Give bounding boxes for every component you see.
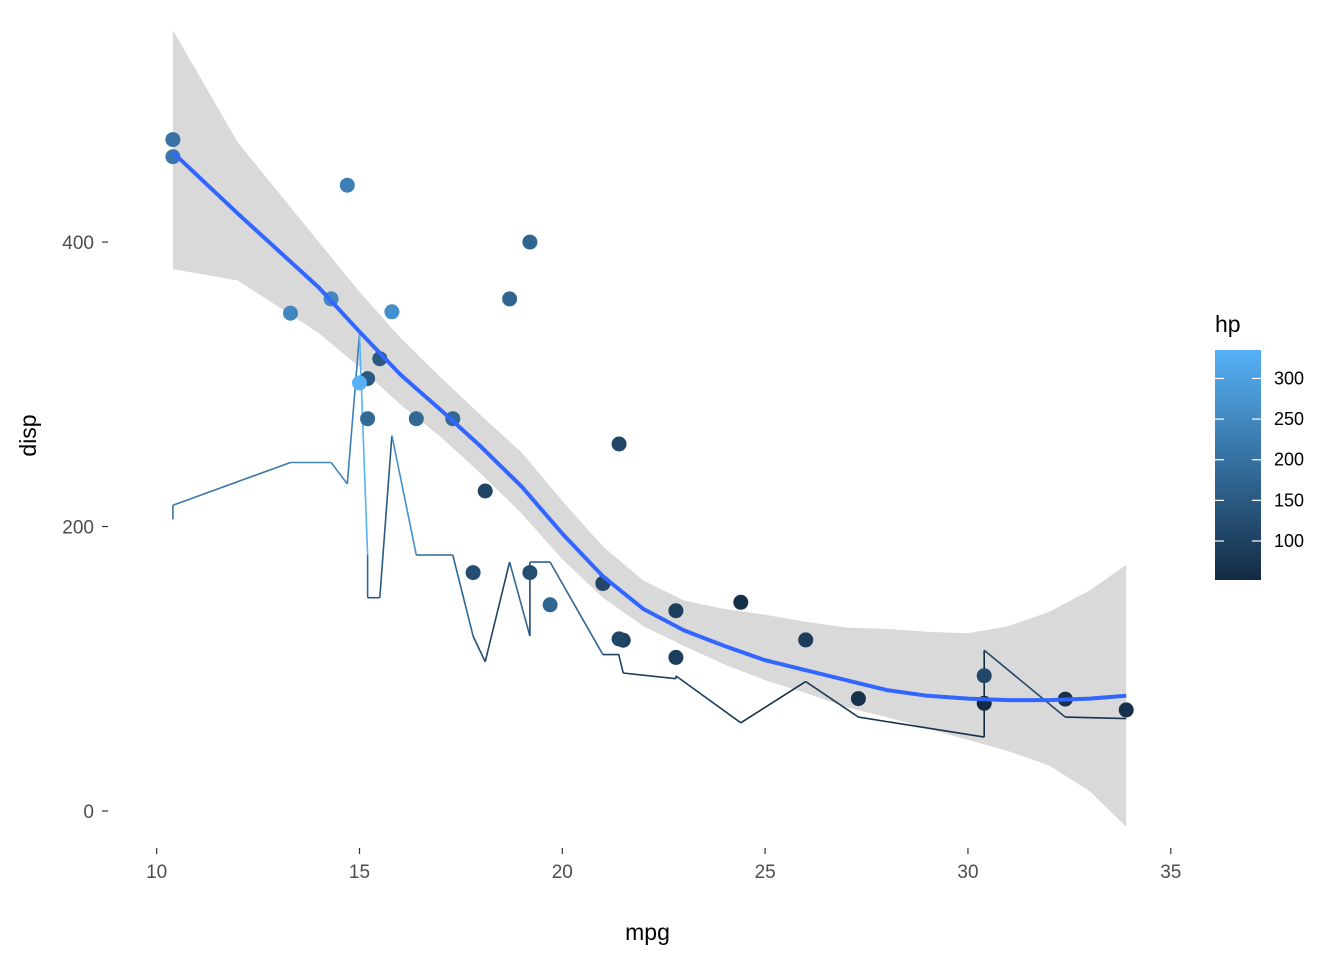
hp-line-segment	[484, 561, 511, 662]
hp-line-segment	[391, 435, 418, 556]
data-point	[522, 565, 538, 581]
data-point	[283, 305, 298, 321]
x-tick-label: 20	[552, 862, 573, 883]
data-point	[733, 594, 749, 610]
data-point	[1118, 702, 1134, 718]
hp-line-segment	[508, 561, 531, 637]
data-point	[165, 132, 181, 148]
hp-line-segment	[452, 554, 474, 637]
data-point	[668, 649, 684, 665]
x-tick-label: 15	[349, 862, 370, 883]
smooth-fit-line	[171, 150, 1127, 703]
hp-line-segment	[330, 462, 348, 485]
data-point	[502, 291, 518, 307]
y-axis-title: disp	[15, 414, 41, 456]
hp-line-segment	[472, 635, 486, 663]
legend-title: hp	[1215, 311, 1241, 337]
x-tick-label: 30	[957, 862, 978, 883]
y-tick-label: 400	[62, 233, 94, 254]
data-point	[360, 411, 376, 427]
data-point	[165, 149, 181, 165]
hp-line-segment	[623, 672, 676, 680]
smooth-confidence-band	[172, 30, 1127, 827]
hp-line-segment	[549, 561, 604, 655]
data-point	[542, 597, 558, 613]
x-tick-label: 10	[146, 862, 167, 883]
x-axis-title: mpg	[625, 919, 670, 945]
data-point	[352, 375, 367, 391]
data-point	[477, 483, 493, 499]
hp-line-segment	[618, 655, 624, 674]
hp-line-segment	[172, 461, 291, 506]
data-point	[408, 411, 424, 427]
x-tick-label: 25	[755, 862, 776, 883]
hp-line-segment	[346, 334, 361, 484]
legend-tick-label: 250	[1274, 409, 1304, 429]
hp-line-segment	[358, 334, 369, 556]
hp-line-segment	[675, 675, 742, 724]
hp-line-segment	[805, 680, 859, 718]
data-point	[522, 234, 538, 250]
hp-line-segment	[379, 435, 393, 598]
data-point	[798, 632, 814, 648]
data-point	[384, 304, 400, 320]
hp-line-segment	[983, 649, 1066, 718]
y-tick-label: 0	[83, 802, 94, 823]
data-point	[339, 177, 355, 193]
data-point	[465, 565, 481, 581]
data-point	[976, 668, 992, 684]
data-point	[611, 436, 627, 452]
y-tick-label: 200	[62, 518, 94, 539]
legend-tick-label: 200	[1274, 450, 1304, 470]
hp-line-segment	[858, 716, 985, 738]
data-point	[611, 631, 627, 647]
data-point	[668, 603, 684, 619]
x-tick-label: 35	[1160, 862, 1181, 883]
legend-tick-label: 100	[1274, 531, 1304, 551]
data-point	[850, 691, 866, 707]
hp-line-segment	[1065, 716, 1127, 720]
legend-colorbar	[1215, 350, 1261, 580]
legend-tick-label: 300	[1274, 368, 1304, 388]
legend-tick-label: 150	[1274, 490, 1304, 510]
hp-line-segment	[740, 680, 807, 724]
